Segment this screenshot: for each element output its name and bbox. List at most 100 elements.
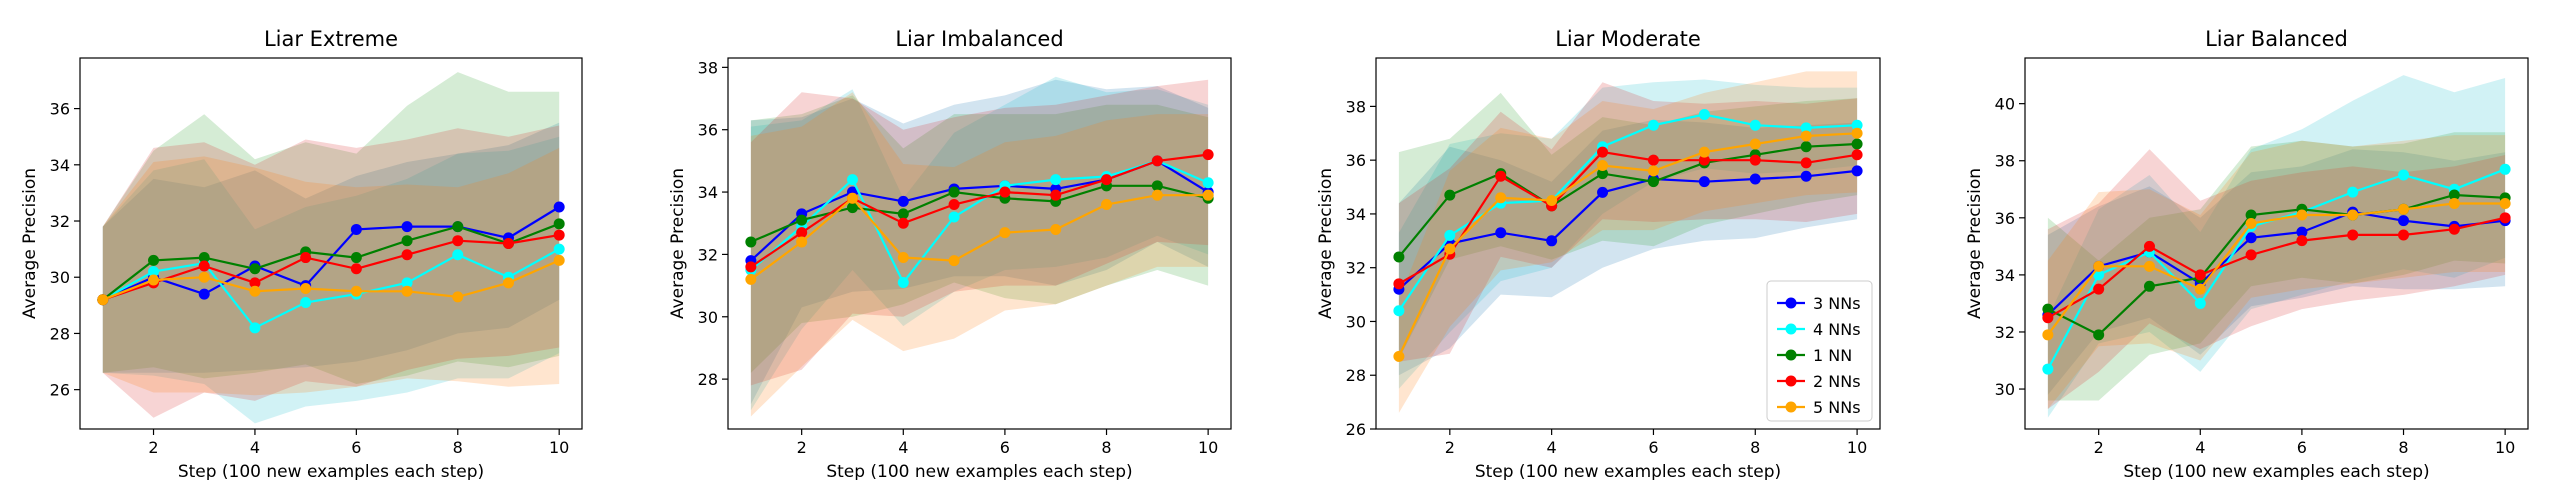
point-1-nn — [249, 263, 260, 274]
point-4-nns — [949, 212, 960, 223]
point-5-nns — [796, 236, 807, 247]
point-1-nn — [1648, 176, 1659, 187]
point-2-nns — [949, 199, 960, 210]
y-tick-label: 30 — [1346, 312, 1366, 331]
point-2-nns — [1203, 149, 1214, 160]
point-2-nns — [1393, 278, 1404, 289]
point-5-nns — [351, 286, 362, 297]
point-4-nns — [554, 244, 565, 255]
point-5-nns — [554, 255, 565, 266]
point-2-nns — [2347, 229, 2358, 240]
y-tick-label: 36 — [1995, 209, 2015, 228]
point-2-nns — [1101, 174, 1112, 185]
y-tick-label: 34 — [698, 183, 718, 202]
point-5-nns — [1152, 190, 1163, 201]
point-5-nns — [1393, 351, 1404, 362]
point-5-nns — [1495, 192, 1506, 203]
point-2-nns — [1495, 171, 1506, 182]
x-tick-label: 2 — [1445, 438, 1455, 457]
point-3-nns — [351, 224, 362, 235]
point-2-nns — [2144, 241, 2155, 252]
point-2-nns — [2093, 284, 2104, 295]
legend-label-1-nn: 1 NN — [1813, 346, 1852, 365]
point-2-nns — [796, 227, 807, 238]
point-1-nn — [1393, 251, 1404, 262]
point-2-nns — [1050, 190, 1061, 201]
y-tick-label: 30 — [1995, 380, 2015, 399]
point-2-nns — [1801, 157, 1812, 168]
point-5-nns — [199, 272, 210, 283]
point-4-nns — [1203, 177, 1214, 188]
point-2-nns — [452, 235, 463, 246]
y-tick-label: 40 — [1995, 95, 2015, 114]
point-5-nns — [2144, 261, 2155, 272]
point-3-nns — [898, 196, 909, 207]
point-1-nn — [452, 221, 463, 232]
y-tick-label: 36 — [50, 100, 70, 119]
x-tick-label: 8 — [1750, 438, 1760, 457]
point-5-nns — [1699, 147, 1710, 158]
point-5-nns — [2246, 218, 2257, 229]
chart-figure-svg: 2 4 6 8 10262830323436Liar ExtremeStep (100 … — [0, 0, 2560, 480]
point-2-nns — [1597, 147, 1608, 158]
legend: 3 NNs4 NNs1 NN2 NNs5 NNs — [1767, 281, 1872, 421]
point-2-nns — [2449, 224, 2460, 235]
point-5-nns — [1101, 199, 1112, 210]
point-5-nns — [1597, 160, 1608, 171]
x-tick-label: 6 — [1000, 438, 1010, 457]
point-5-nns — [999, 227, 1010, 238]
point-4-nns — [1750, 120, 1761, 131]
point-3-nns — [1546, 235, 1557, 246]
y-tick-label: 32 — [50, 212, 70, 231]
point-5-nns — [1546, 195, 1557, 206]
point-2-nns — [999, 187, 1010, 198]
y-tick-label: 32 — [698, 245, 718, 264]
y-tick-label: 30 — [698, 308, 718, 327]
point-2-nns — [2500, 212, 2511, 223]
point-1-nn — [1152, 180, 1163, 191]
point-2-nns — [1152, 155, 1163, 166]
legend-marker-1-nn — [1786, 350, 1797, 361]
x-tick-label: 4 — [1547, 438, 1557, 457]
x-tick-label: 4 — [898, 438, 908, 457]
point-5-nns — [949, 255, 960, 266]
x-tick-label: 10 — [1847, 438, 1867, 457]
point-5-nns — [2195, 284, 2206, 295]
point-2-nns — [2246, 249, 2257, 260]
point-4-nns — [1648, 120, 1659, 131]
point-1-nn — [2144, 281, 2155, 292]
x-tick-label: 8 — [1101, 438, 1111, 457]
point-2-nns — [503, 238, 514, 249]
point-3-nns — [1699, 176, 1710, 187]
point-4-nns — [2042, 364, 2053, 375]
x-tick-label: 2 — [148, 438, 158, 457]
point-5-nns — [1203, 190, 1214, 201]
x-tick-label: 8 — [453, 438, 463, 457]
chart-title: Liar Balanced — [2205, 27, 2348, 51]
point-3-nns — [402, 221, 413, 232]
point-4-nns — [2398, 170, 2409, 181]
point-1-nn — [402, 235, 413, 246]
y-tick-label: 38 — [698, 58, 718, 77]
point-2-nns — [1852, 149, 1863, 160]
y-tick-label: 36 — [698, 121, 718, 140]
point-5-nns — [300, 283, 311, 294]
x-tick-label: 4 — [2195, 438, 2205, 457]
point-4-nns — [847, 174, 858, 185]
y-tick-label: 28 — [50, 324, 70, 343]
legend-marker-2-nns — [1786, 376, 1797, 387]
point-5-nns — [898, 252, 909, 263]
point-1-nn — [796, 215, 807, 226]
point-5-nns — [503, 277, 514, 288]
x-tick-label: 10 — [2495, 438, 2515, 457]
point-5-nns — [1801, 130, 1812, 141]
point-5-nns — [2296, 209, 2307, 220]
x-tick-label: 10 — [549, 438, 569, 457]
y-tick-label: 28 — [1346, 366, 1366, 385]
point-2-nns — [402, 249, 413, 260]
point-4-nns — [1444, 230, 1455, 241]
point-5-nns — [1852, 128, 1863, 139]
y-tick-label: 26 — [50, 381, 70, 400]
y-tick-label: 28 — [698, 370, 718, 389]
point-4-nns — [1393, 305, 1404, 316]
